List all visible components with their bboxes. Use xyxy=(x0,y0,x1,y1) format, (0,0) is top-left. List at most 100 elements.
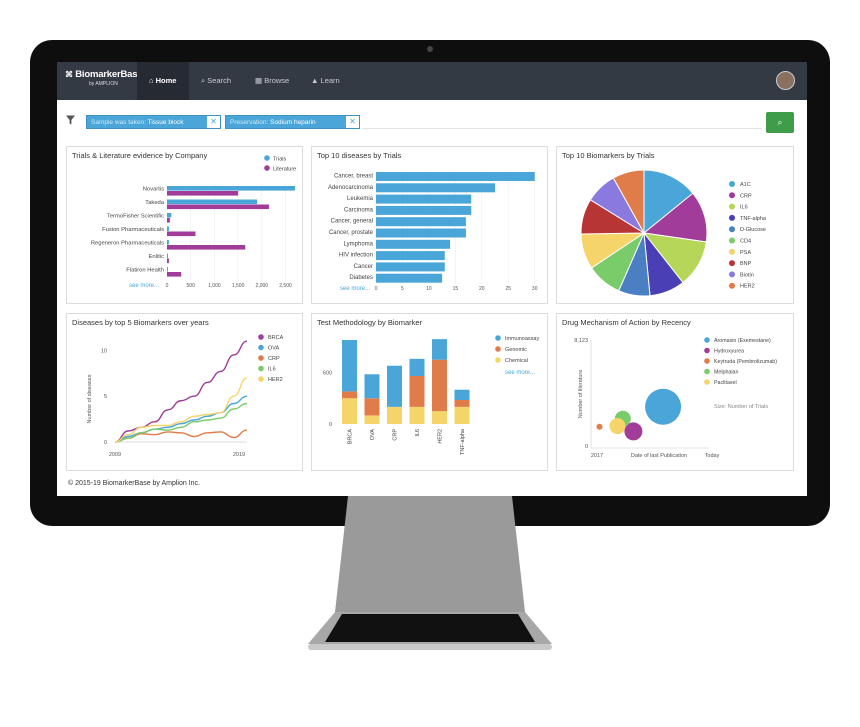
bar-literature xyxy=(167,258,169,264)
y-axis-label: Number of diseases xyxy=(87,374,93,423)
webcam xyxy=(427,46,433,52)
bar-trials xyxy=(167,240,169,245)
nav-learn-label: Learn xyxy=(320,76,340,85)
search-button[interactable]: ⌕ xyxy=(766,112,794,133)
see-more-link[interactable]: see more... xyxy=(340,286,370,292)
bar-trials xyxy=(167,186,295,191)
legend-marker xyxy=(729,271,735,278)
legend-label: OVA xyxy=(268,346,280,352)
search-icon: ⌕ xyxy=(777,117,783,127)
panel-diseases-years: Diseases by top 5 Biomarkers over years … xyxy=(66,313,303,471)
stacked-bar-segment xyxy=(432,359,447,412)
x-tick-label: 15 xyxy=(453,286,459,292)
bar-literature xyxy=(167,204,269,210)
panel-top-biomarkers: Top 10 Biomarkers by Trials A1C CRP IL6 TNF… xyxy=(556,146,794,304)
panel-title: Drug Mechanism of Action by Recency xyxy=(562,318,691,327)
x-tick-label: 30 xyxy=(532,286,538,292)
nav-home[interactable]: ⌂ Home xyxy=(137,62,189,100)
category-label: Carcinoma xyxy=(344,207,374,213)
bar xyxy=(376,217,466,227)
legend-label: BRCA xyxy=(268,335,284,341)
filter-icon[interactable] xyxy=(66,115,75,125)
bar-literature xyxy=(167,218,170,223)
panel-title: Top 10 Biomarkers by Trials xyxy=(562,151,655,160)
x-tick-label: HER2 xyxy=(438,429,444,444)
stacked-bar-segment xyxy=(432,339,447,360)
see-more-link[interactable]: see more... xyxy=(505,370,535,376)
pie-slice xyxy=(643,169,694,235)
legend-marker xyxy=(704,358,710,364)
size-legend-label: Size: Number of Trials xyxy=(714,404,768,410)
panel-trials-literature: Trials & Literature evidence by Company … xyxy=(66,146,303,304)
filter-key: Preservation: xyxy=(230,119,269,126)
bar xyxy=(376,262,445,272)
pie-slice xyxy=(612,169,645,235)
y-tick-label: 0 xyxy=(104,440,107,446)
legend-label: IL6 xyxy=(740,205,748,211)
legend-marker xyxy=(729,226,735,233)
x-tick-label: 5 xyxy=(401,286,404,292)
legend-marker xyxy=(729,237,735,244)
x-tick-label: 10 xyxy=(426,286,432,292)
bar-trials xyxy=(167,226,169,232)
y-tick-label: 0 xyxy=(329,422,332,428)
stacked-bar-segment xyxy=(364,398,380,416)
y-tick-label: 600 xyxy=(323,371,332,377)
graduation-cap-icon: ▲ xyxy=(311,76,319,85)
filter-chip-sample[interactable]: Sample was taken: Tissue block ✕ xyxy=(86,115,221,129)
screen: ⌘ BiomarkerBase by AMPLION ⌂ Home ⌕ Sear… xyxy=(57,62,807,496)
nav-browse[interactable]: ▦ Browse xyxy=(243,62,297,100)
category-label: Cancer xyxy=(354,264,373,270)
footer-copyright: © 2015-19 BiomarkerBase by Amplion Inc. xyxy=(68,480,201,487)
bar xyxy=(376,273,443,283)
x-tick-label: 2,500 xyxy=(279,283,292,289)
x-axis-label: Date of last Publication xyxy=(631,453,687,459)
legend-label: CRP xyxy=(268,356,280,362)
bar xyxy=(376,228,466,238)
close-icon[interactable]: ✕ xyxy=(346,116,359,128)
stacked-bar-segment xyxy=(342,398,357,424)
category-label: Flatiron Health xyxy=(126,268,164,274)
x-tick-label: 500 xyxy=(187,283,196,289)
x-tick-label: IL6 xyxy=(415,429,421,437)
category-label: Takeda xyxy=(145,200,164,206)
legend-marker xyxy=(729,248,735,255)
stacked-bar-segment xyxy=(342,391,357,399)
avatar[interactable] xyxy=(776,71,795,90)
top-diseases-chart: 0 5 10 15 20 25 30 Cancer, breast Adenocarcinoma… xyxy=(328,171,538,292)
y-tick-label: 0 xyxy=(585,444,588,450)
close-icon[interactable]: ✕ xyxy=(207,116,220,128)
top-biomarkers-chart: A1C CRP IL6 TNF-alpha D-Glucose CD4 PSA BNP Biot… xyxy=(580,169,767,297)
legend-label: Biotin xyxy=(740,272,754,278)
legend-label: Literature xyxy=(273,167,296,173)
search-input[interactable] xyxy=(362,128,762,129)
category-label: Adenocarcinoma xyxy=(328,185,374,191)
panel-title: Top 10 diseases by Trials xyxy=(317,151,402,160)
legend-label: TNF-alpha xyxy=(740,216,767,222)
category-label: Cancer, general xyxy=(331,219,373,225)
y-axis-label: Number of literature xyxy=(578,370,584,419)
legend-label: Trials xyxy=(273,157,286,163)
legend-marker xyxy=(729,214,735,221)
x-tick-label: 0 xyxy=(375,286,378,292)
legend-marker xyxy=(258,334,264,340)
filter-chip-preservation[interactable]: Preservation: Sodium heparin ✕ xyxy=(225,115,360,129)
category-label: Cancer, breast xyxy=(334,174,373,180)
legend-label: IL6 xyxy=(268,367,276,373)
home-icon: ⌂ xyxy=(149,76,154,85)
nav-search[interactable]: ⌕ Search xyxy=(189,62,241,100)
bar xyxy=(376,183,496,193)
nav-home-label: Home xyxy=(155,76,177,85)
category-label: Leukemia xyxy=(347,196,374,202)
legend-marker xyxy=(258,355,264,361)
legend-marker xyxy=(729,192,735,199)
nav-learn[interactable]: ▲ Learn xyxy=(299,62,351,100)
category-label: Cancer, prostate xyxy=(329,230,374,236)
legend-marker xyxy=(258,365,264,372)
logo[interactable]: ⌘ BiomarkerBase by AMPLION xyxy=(65,69,143,87)
category-label: Fusion Pharmaceuticals xyxy=(102,227,164,233)
x-tick-label: 0 xyxy=(166,283,169,289)
see-more-link[interactable]: see more... xyxy=(129,283,159,289)
